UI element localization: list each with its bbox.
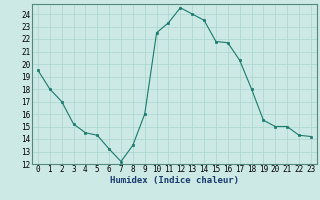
X-axis label: Humidex (Indice chaleur): Humidex (Indice chaleur) xyxy=(110,176,239,185)
